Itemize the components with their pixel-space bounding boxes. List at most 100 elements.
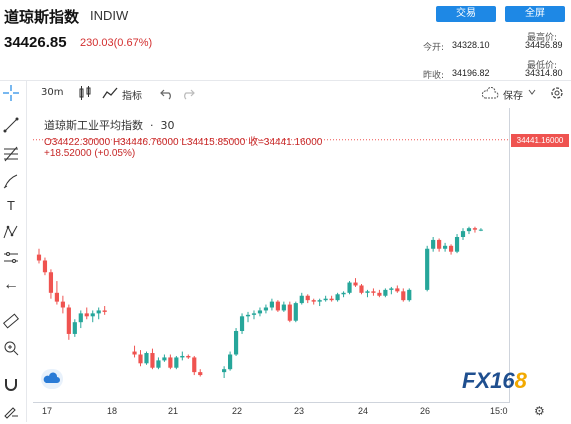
settings-icon[interactable] <box>549 85 565 104</box>
candle-body <box>90 313 95 317</box>
text-tool-icon[interactable]: T <box>7 198 15 213</box>
indicators-icon[interactable] <box>102 85 118 104</box>
high-value: 34456.89 <box>525 40 563 50</box>
candle-body <box>48 272 54 293</box>
candle <box>245 311 251 323</box>
candle-body <box>389 288 394 290</box>
candle <box>311 298 316 305</box>
candle-body <box>466 228 472 232</box>
candle-body <box>353 282 358 286</box>
candle <box>72 319 77 337</box>
lock-drawing-icon[interactable] <box>2 401 20 419</box>
candle <box>377 289 382 298</box>
time-tick-label: 18 <box>107 406 118 416</box>
candle <box>102 306 107 315</box>
candle-type-icon[interactable] <box>78 85 92 104</box>
cloud-icon[interactable] <box>481 86 499 103</box>
candle-body <box>150 353 155 368</box>
open-value: 34328.10 <box>452 40 490 50</box>
sidebar-divider <box>26 81 27 422</box>
chart-settings-icon[interactable]: ⚙ <box>534 404 545 418</box>
candle <box>192 355 197 376</box>
candle <box>156 357 161 370</box>
candle-body <box>472 228 478 230</box>
legend-name: 道琼斯工业平均指数 <box>44 119 143 132</box>
candle <box>323 295 328 302</box>
candle-body <box>305 295 310 301</box>
candle-body <box>448 245 454 252</box>
candle-body <box>443 245 448 249</box>
candle <box>395 285 400 293</box>
candle <box>48 269 54 299</box>
candle <box>174 355 179 370</box>
candle <box>317 298 322 307</box>
candle-body <box>383 289 388 296</box>
legend-interval: 30 <box>160 119 175 132</box>
prev-close-value: 34196.82 <box>452 68 490 78</box>
low-value: 34314.80 <box>525 68 563 78</box>
candle <box>454 234 460 254</box>
crosshair-icon[interactable] <box>2 84 20 102</box>
interval-selector[interactable]: 30m <box>41 87 64 98</box>
brush-icon[interactable] <box>2 172 20 190</box>
candle <box>144 351 149 365</box>
candle <box>66 304 71 340</box>
candle-body <box>239 316 245 331</box>
measure-tool-icon[interactable] <box>2 249 20 267</box>
time-axis-line <box>33 402 510 403</box>
candle-body <box>425 248 430 290</box>
candle <box>371 288 376 296</box>
candle <box>365 289 370 298</box>
magnet-icon[interactable] <box>2 375 20 393</box>
save-button[interactable]: 保存 <box>503 91 523 102</box>
pattern-tool-icon[interactable] <box>2 223 20 241</box>
weather-icon[interactable] <box>41 369 63 389</box>
candle-body <box>431 239 436 249</box>
candle <box>84 307 89 320</box>
price-change: 230.03(0.67%) <box>80 37 153 49</box>
candle-body <box>311 300 316 302</box>
candle-body <box>341 292 346 295</box>
candle-body <box>42 260 48 273</box>
time-tick-label: 24 <box>358 406 369 416</box>
fullscreen-button[interactable]: 全屏 <box>505 6 565 22</box>
redo-icon[interactable] <box>181 86 195 103</box>
logo-text: FX16 <box>462 368 515 393</box>
candle <box>96 307 101 320</box>
candle-body <box>192 357 197 373</box>
candle <box>329 295 334 302</box>
candle-body <box>329 298 334 301</box>
candle-body <box>454 236 460 252</box>
fib-tool-icon[interactable] <box>2 145 20 163</box>
candle <box>401 288 406 302</box>
time-tick-label: 23 <box>294 406 305 416</box>
candle-body <box>78 313 83 323</box>
candle-body <box>144 353 149 364</box>
candle-body <box>478 229 484 231</box>
candle <box>431 236 436 252</box>
candle <box>287 301 292 323</box>
open-label: 今开: <box>423 43 445 53</box>
candlestick-chart[interactable] <box>33 108 509 400</box>
candle-body <box>293 303 298 321</box>
time-tick-label: 26 <box>420 406 431 416</box>
time-tick-label: 17 <box>42 406 53 416</box>
zoom-in-icon[interactable] <box>2 339 20 357</box>
candle <box>299 292 304 305</box>
candle <box>198 369 203 377</box>
ruler-icon[interactable] <box>2 312 20 330</box>
indicators-button[interactable]: 指标 <box>122 91 142 102</box>
candle-body <box>36 254 42 261</box>
chevron-down-icon[interactable] <box>528 88 536 99</box>
candle-body <box>132 351 137 355</box>
candle-body <box>72 322 77 334</box>
trade-button[interactable]: 交易 <box>436 6 496 22</box>
arrow-left-icon[interactable]: ← <box>3 276 19 293</box>
candle <box>466 226 472 235</box>
prev-close-label: 昨收: <box>423 71 445 81</box>
candle-body <box>299 295 304 304</box>
undo-icon[interactable] <box>160 86 174 103</box>
candle-body <box>186 355 191 358</box>
candle-body <box>174 357 179 368</box>
trend-line-icon[interactable] <box>2 116 20 134</box>
